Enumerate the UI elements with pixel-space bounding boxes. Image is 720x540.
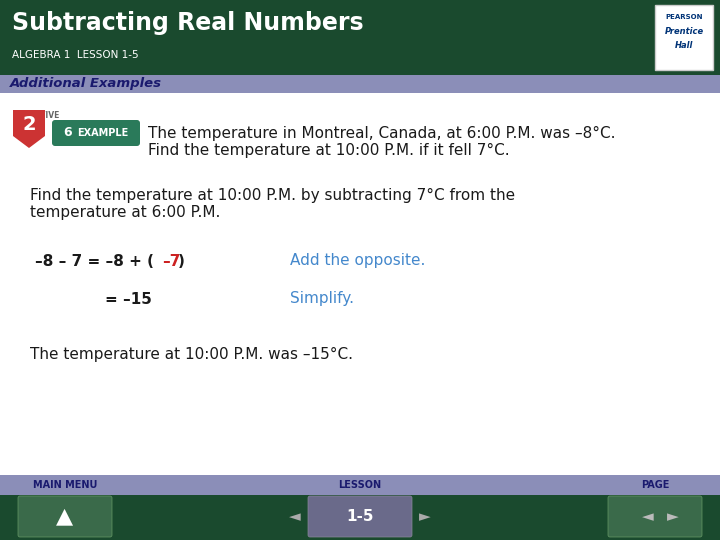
Text: 2: 2 xyxy=(22,116,36,134)
Polygon shape xyxy=(13,110,45,148)
Text: –8 – 7 = –8 + (: –8 – 7 = –8 + ( xyxy=(35,253,154,268)
Text: Subtracting Real Numbers: Subtracting Real Numbers xyxy=(12,11,364,35)
Text: Find the temperature at 10:00 P.M. by subtracting 7°C from the: Find the temperature at 10:00 P.M. by su… xyxy=(30,187,515,202)
Bar xyxy=(655,5,713,70)
Text: 1-5: 1-5 xyxy=(346,509,374,524)
Text: The temperature in Montreal, Canada, at 6:00 ​P.M.​ was –8°C.: The temperature in Montreal, Canada, at … xyxy=(148,125,616,140)
Text: LESSON: LESSON xyxy=(338,480,382,490)
FancyBboxPatch shape xyxy=(308,496,412,537)
Text: ▲: ▲ xyxy=(56,507,73,526)
Text: temperature at 6:00 P.M.: temperature at 6:00 P.M. xyxy=(30,206,220,220)
Text: ): ) xyxy=(178,253,185,268)
Text: Simplify.: Simplify. xyxy=(290,292,354,307)
Text: OBJECTIVE: OBJECTIVE xyxy=(15,111,60,119)
FancyBboxPatch shape xyxy=(608,496,702,537)
Text: ►: ► xyxy=(667,509,679,524)
Bar xyxy=(0,75,720,93)
Text: 6: 6 xyxy=(63,126,71,139)
Text: PEARSON: PEARSON xyxy=(665,14,703,20)
Bar xyxy=(0,475,720,495)
Text: Prentice: Prentice xyxy=(665,26,703,36)
Text: = –15: = –15 xyxy=(105,292,152,307)
Text: EXAMPLE: EXAMPLE xyxy=(77,128,128,138)
FancyBboxPatch shape xyxy=(18,496,112,537)
Text: ALGEBRA 1  LESSON 1-5: ALGEBRA 1 LESSON 1-5 xyxy=(12,50,139,60)
Text: Hall: Hall xyxy=(675,40,693,50)
Text: –7: –7 xyxy=(162,253,181,268)
Text: Find the temperature at 10:00 ​P.M.​ if it fell 7°C.: Find the temperature at 10:00 ​P.M.​ if … xyxy=(148,143,510,158)
Text: ◄: ◄ xyxy=(642,509,654,524)
Text: PAGE: PAGE xyxy=(641,480,669,490)
Text: ►: ► xyxy=(419,509,431,524)
FancyBboxPatch shape xyxy=(52,120,140,146)
Text: MAIN MENU: MAIN MENU xyxy=(33,480,97,490)
Text: ◄: ◄ xyxy=(289,509,301,524)
Text: The temperature at 10:00 P.M. was –15°C.: The temperature at 10:00 P.M. was –15°C. xyxy=(30,347,353,361)
Text: Add the opposite.: Add the opposite. xyxy=(290,253,426,268)
Bar xyxy=(0,475,720,540)
Bar xyxy=(0,0,720,75)
Text: Additional Examples: Additional Examples xyxy=(10,78,162,91)
